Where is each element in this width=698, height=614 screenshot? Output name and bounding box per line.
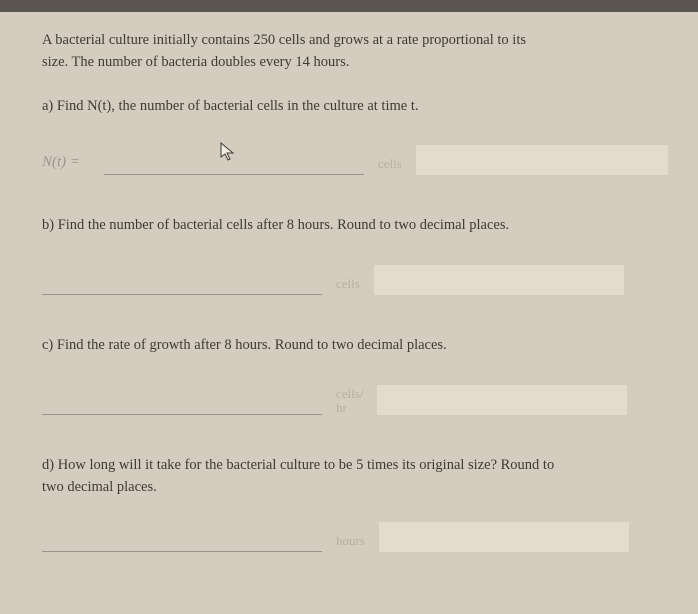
part-c-answer-box[interactable] [377, 385, 627, 415]
part-c-unit: cells/ hr [322, 387, 363, 414]
part-c-unit-bot: hr [336, 401, 363, 415]
part-c-prompt: c) Find the rate of growth after 8 hours… [42, 335, 668, 357]
part-c-input[interactable] [42, 389, 322, 415]
part-d-input[interactable] [42, 526, 322, 552]
part-a-unit: cells [364, 157, 402, 175]
part-b-unit: cells [322, 277, 360, 295]
part-d-prompt-l1: d) How long will it take for the bacteri… [42, 457, 554, 473]
part-d-prompt-l2: two decimal places. [42, 479, 157, 495]
part-d-answer-box[interactable] [379, 522, 629, 552]
part-b-prompt: b) Find the number of bacterial cells af… [42, 215, 668, 237]
part-a: a) Find N(t), the number of bacterial ce… [42, 96, 668, 176]
part-c-unit-top: cells/ [336, 387, 363, 401]
part-a-input[interactable] [104, 149, 364, 175]
part-d: d) How long will it take for the bacteri… [42, 455, 668, 553]
intro-line-1: A bacterial culture initially contains 2… [42, 30, 668, 52]
part-b: b) Find the number of bacterial cells af… [42, 215, 668, 295]
part-b-answer-row: cells [42, 265, 668, 295]
part-a-prompt: a) Find N(t), the number of bacterial ce… [42, 96, 668, 118]
part-d-unit: hours [322, 534, 365, 552]
window-topbar [0, 0, 698, 12]
part-a-answer-box[interactable] [416, 145, 668, 175]
part-c: c) Find the rate of growth after 8 hours… [42, 335, 668, 415]
question-content: A bacterial culture initially contains 2… [0, 12, 698, 582]
part-c-answer-row: cells/ hr [42, 385, 668, 415]
part-a-answer-row: N(t) = cells [42, 145, 668, 175]
part-d-answer-row: hours [42, 522, 668, 552]
problem-intro: A bacterial culture initially contains 2… [42, 30, 668, 74]
part-b-answer-box[interactable] [374, 265, 624, 295]
part-a-lhs: N(t) = [42, 154, 104, 175]
part-d-prompt: d) How long will it take for the bacteri… [42, 455, 668, 499]
intro-line-2: size. The number of bacteria doubles eve… [42, 52, 668, 74]
part-b-input[interactable] [42, 269, 322, 295]
